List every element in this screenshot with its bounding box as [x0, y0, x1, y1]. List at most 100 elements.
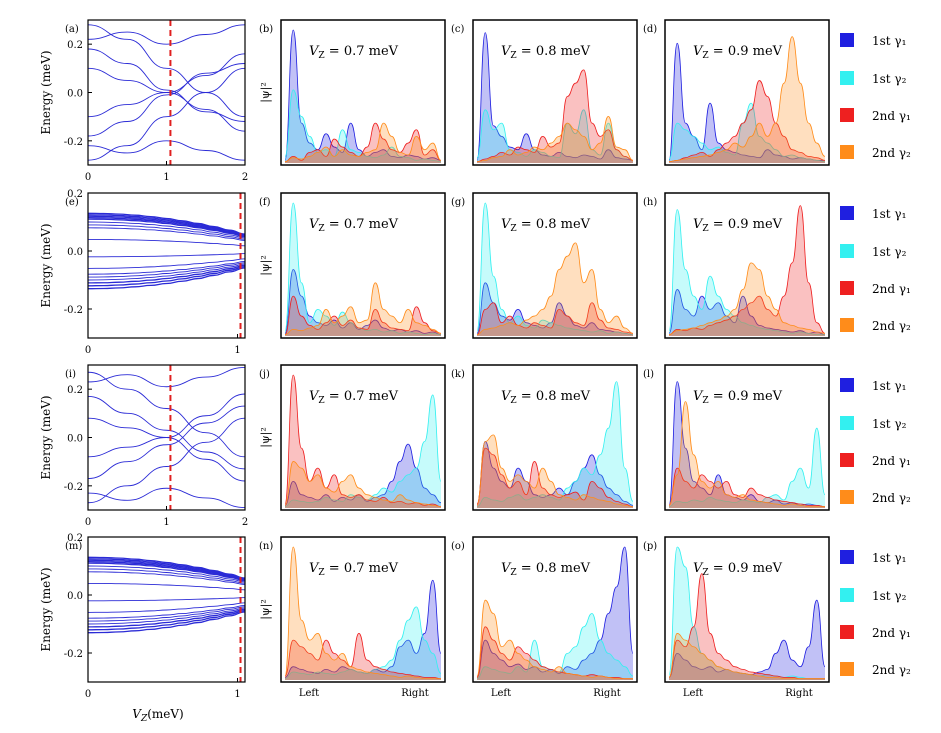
wave-line-3 [284, 295, 442, 336]
wave-line-1 [476, 546, 634, 678]
band-line-11 [88, 606, 245, 622]
wave-line-2 [668, 427, 826, 508]
band-line-15 [88, 267, 245, 290]
band-line-3 [88, 559, 245, 580]
wave-panel-l: (l) VZ = 0.9 meV [643, 364, 830, 511]
wave-area-4 [477, 242, 633, 336]
left-label: Left [491, 688, 511, 699]
panel-label: (d) [643, 24, 657, 35]
wave-area-1 [285, 580, 441, 680]
legend-swatch-2 [840, 71, 854, 85]
wave-line-3 [476, 69, 634, 163]
band-line-2 [88, 395, 245, 470]
wave-area-3 [669, 205, 825, 336]
wave-line-3 [284, 633, 442, 680]
wave-line-1 [284, 29, 442, 161]
band-line-6 [88, 221, 245, 239]
band-line-14 [88, 610, 245, 631]
wave-area-3 [477, 69, 633, 163]
band-line-16 [88, 582, 245, 591]
wave-area-1 [669, 381, 825, 508]
band-line-5 [88, 562, 245, 582]
band-line-6 [88, 565, 245, 583]
panel-label: (o) [451, 541, 465, 552]
wave-area-4 [669, 401, 825, 508]
vz-label: VZ = 0.9 meV [693, 217, 783, 234]
vz-label: VZ = 0.7 meV [309, 389, 399, 406]
wave-frame [472, 19, 638, 166]
band-line-8 [88, 487, 245, 509]
wave-line-3 [668, 467, 826, 508]
wave-line-4 [668, 401, 825, 508]
wave-line-1 [284, 269, 442, 336]
wave-area-2 [285, 89, 441, 163]
wave-frame [280, 536, 446, 683]
x-tick-label: 0 [85, 689, 91, 700]
band-line-13 [88, 608, 245, 628]
legend-swatch-1 [840, 550, 854, 564]
right-label: Right [593, 688, 621, 699]
psi-axis-label: |ψ|² [259, 255, 273, 275]
legend-swatch-1 [840, 378, 854, 392]
band-line-1 [88, 371, 245, 458]
energy-axis-label: Energy (meV) [39, 50, 53, 134]
wave-area-4 [669, 36, 825, 163]
band-panel-2: (e)0.2 0.0 -0.2 0 1 Energy (meV) [39, 189, 246, 356]
wave-line-1 [668, 42, 825, 161]
wave-area-4 [285, 461, 441, 508]
legend-label: 2nd γ₂ [872, 319, 911, 333]
wave-frame [664, 192, 830, 339]
legend-label: 2nd γ₁ [872, 282, 911, 296]
wave-area-4 [285, 547, 441, 680]
wave-area-2 [477, 613, 633, 680]
y-tick-label: 0.2 [67, 385, 83, 396]
panel-label: (f) [259, 197, 271, 208]
wave-panel-g: (g) VZ = 0.8 meV [451, 192, 638, 339]
band-line-16 [88, 238, 245, 247]
y-tick-label: -0.2 [64, 305, 83, 316]
wave-line-1 [284, 443, 442, 506]
y-tick-label: 0.0 [67, 247, 83, 258]
wave-area-2 [477, 203, 633, 336]
vz-label: VZ = 0.8 meV [501, 389, 591, 406]
legend-swatch-3 [840, 108, 854, 122]
wave-frame [280, 192, 446, 339]
legend-swatch-2 [840, 416, 854, 430]
band-line-13 [88, 264, 245, 284]
wave-frame [472, 364, 638, 511]
panel-label: (g) [451, 197, 465, 208]
wave-line-4 [284, 282, 442, 336]
band-panel-4: (m)0.2 0.0 -0.2 0 1 Energy (meV) [39, 533, 246, 700]
band-line-10 [88, 604, 245, 619]
x-tick-label: 1 [163, 517, 169, 528]
panel-label: (h) [643, 197, 657, 208]
legend-label: 2nd γ₁ [872, 626, 911, 640]
panel-label: (b) [259, 24, 273, 35]
band-curves [88, 24, 245, 161]
band-line-5 [88, 63, 245, 137]
wave-line-2 [476, 109, 634, 161]
band-line-15 [88, 611, 245, 634]
band-line-8 [88, 571, 245, 586]
vz-label: VZ = 0.7 meV [309, 217, 399, 234]
y-tick-label: 0.0 [67, 89, 83, 100]
legend-swatch-1 [840, 33, 854, 47]
wave-line-2 [476, 202, 634, 336]
legend-label: 1st γ₂ [872, 417, 907, 431]
wave-area-2 [285, 203, 441, 336]
wave-line-4 [284, 546, 441, 680]
band-line-8 [88, 227, 245, 242]
wave-line-1 [476, 282, 634, 336]
band-line-17 [88, 597, 245, 602]
wave-line-4 [476, 242, 634, 336]
legend-swatch-4 [840, 490, 854, 504]
legend-swatch-4 [840, 318, 854, 332]
x-tick-label: 1 [234, 345, 240, 356]
wave-area-1 [669, 43, 825, 163]
band-line-3 [88, 53, 245, 93]
wave-panel-p: (p) VZ = 0.9 meV Left Right [643, 536, 830, 699]
x-tick-label: 1 [234, 689, 240, 700]
wave-area-2 [669, 428, 825, 508]
y-tick-label: -0.2 [64, 482, 83, 493]
panel-label: (i) [65, 369, 76, 380]
